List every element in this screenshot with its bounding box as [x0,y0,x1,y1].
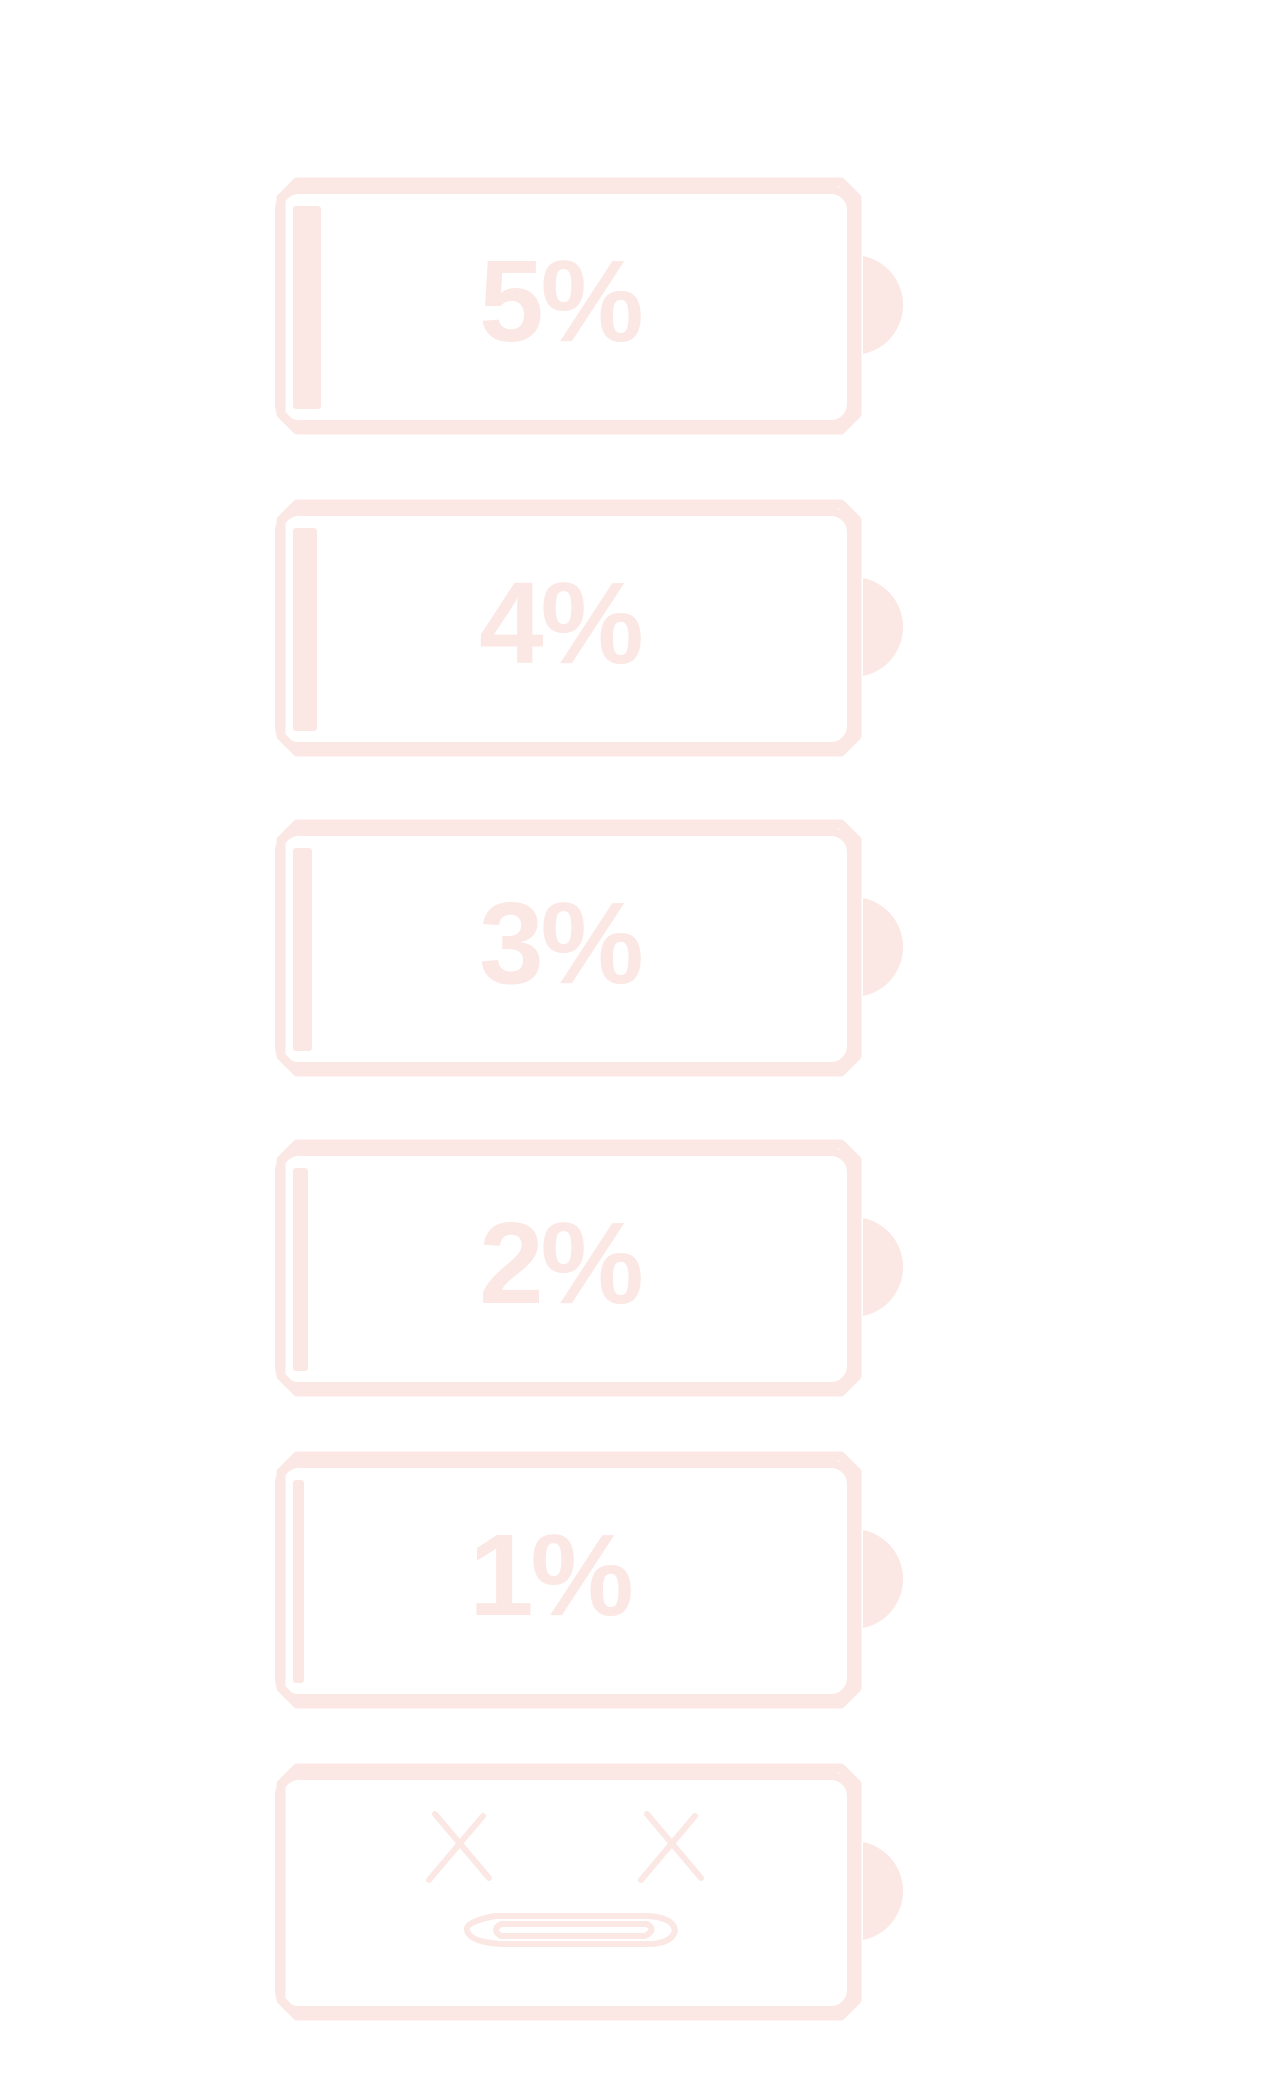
battery-empty [265,1763,913,2022]
battery-percent-label: 4% [479,558,644,688]
battery-icon [275,1763,904,2021]
battery-percent-label: 5% [479,236,644,366]
battery-icon [275,1139,904,1397]
battery-icon [275,177,904,435]
flat-mouth-icon [463,1913,678,1947]
battery-4-percent: 4% [265,499,913,758]
battery-2-percent: 2% [265,1139,913,1398]
battery-icon [275,819,904,1077]
battery-level-bar [293,528,317,731]
battery-percent-label: 1% [469,1510,634,1640]
x-eye-right-icon [638,1811,704,1883]
x-eye-left-icon [426,1811,492,1883]
battery-percent-label: 2% [479,1198,644,1328]
battery-1-percent: 1% [265,1451,913,1710]
battery-level-bar [293,1168,308,1371]
battery-3-percent: 3% [265,819,913,1078]
battery-level-bar [293,206,321,409]
battery-percent-label: 3% [479,878,644,1008]
battery-icon [275,1451,904,1709]
battery-level-bar [293,1480,304,1683]
battery-level-bar [293,848,312,1051]
battery-5-percent: 5% [265,177,913,436]
dead-face-icon [426,1811,704,1947]
battery-icon [275,499,904,757]
